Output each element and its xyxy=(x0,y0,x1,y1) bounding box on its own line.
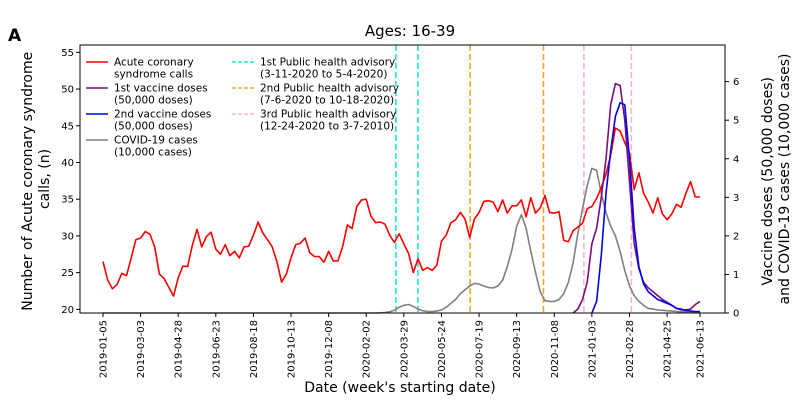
y-tick-label: 20 xyxy=(61,305,74,316)
legend-label-adv2: 2nd Public health advisory (7-6-2020 to 1… xyxy=(260,83,399,107)
x-axis-label: Date (week's starting date) xyxy=(304,380,496,396)
x-tick-label: 2020-07-19 xyxy=(475,320,486,378)
y-tick-label: 45 xyxy=(61,121,74,132)
legend-label-line: (12-24-2020 to 3-7-2010) xyxy=(260,121,394,133)
y2-tick-label: 0 xyxy=(733,309,739,320)
legend-label-line: 3rd Public health advisory xyxy=(260,109,396,121)
series-lines xyxy=(102,82,701,314)
x-tick-label: 2019-06-23 xyxy=(211,320,222,378)
panel-label: A xyxy=(8,26,22,46)
series-line-covid-19-cases-10-000-cases xyxy=(103,167,700,314)
y-tick-label: 40 xyxy=(61,158,74,169)
legend-label-line: 1st vaccine doses xyxy=(114,83,208,95)
legend-label-line: 2nd vaccine doses xyxy=(114,109,211,121)
y2-tick-label: 6 xyxy=(733,77,739,88)
y2-tick-label: 2 xyxy=(733,231,739,242)
legend-label-dose2: 2nd vaccine doses (50,000 doses) xyxy=(114,109,211,133)
y2-tick-label: 4 xyxy=(733,154,739,165)
y2-axis-label-line-2: and COVID-19 cases (10,000 cases) xyxy=(777,54,793,305)
x-tick-label: 2021-04-25 xyxy=(663,320,674,378)
y-tick-label: 25 xyxy=(61,268,74,279)
y-axis-left: 20 25 30 35 40 45 50 55 xyxy=(61,48,80,316)
x-axis: 2019-01-05 2019-03-03 2019-04-28 2019-06-23… xyxy=(99,313,707,378)
legend-label-line: 2nd Public health advisory xyxy=(260,83,399,95)
y2-tick-label: 1 xyxy=(733,270,739,281)
x-tick-label: 2019-04-28 xyxy=(174,320,185,378)
legend-label-acs: Acute coronary syndrome calls xyxy=(114,57,194,81)
legend-label-line: (3-11-2020 to 5-4-2020) xyxy=(260,69,387,81)
y-tick-label: 50 xyxy=(61,85,74,96)
y2-axis-label-line-1: Vaccine doses (50,000 doses) xyxy=(760,77,776,285)
x-tick-label: 2019-12-08 xyxy=(324,320,335,378)
y-axis-right: 0 1 2 3 4 5 6 xyxy=(725,77,739,320)
chart-title: Ages: 16-39 xyxy=(365,22,455,40)
legend-label-dose1: 1st vaccine doses (50,000 doses) xyxy=(114,83,208,107)
legend-label-line: (10,000 cases) xyxy=(114,147,192,159)
y-tick-label: 30 xyxy=(61,231,74,242)
advisory-lines xyxy=(395,45,633,313)
legend-label-line: (50,000 doses) xyxy=(114,121,193,133)
x-tick-label: 2019-01-05 xyxy=(99,320,110,378)
y-axis-label-line-2: calls, (n) xyxy=(37,149,53,209)
y2-tick-label: 5 xyxy=(733,116,739,127)
series-line-2nd-vaccine-doses-50-000-doses xyxy=(591,102,700,314)
x-tick-label: 2020-09-13 xyxy=(512,320,523,378)
x-tick-label: 2021-06-13 xyxy=(696,320,707,378)
x-tick-label: 2019-03-03 xyxy=(136,320,147,378)
legend-label-line: COVID-19 cases xyxy=(114,135,198,147)
x-tick-label: 2019-08-18 xyxy=(249,320,260,378)
y-tick-label: 35 xyxy=(61,195,74,206)
x-tick-label: 2021-01-03 xyxy=(587,320,598,378)
y-tick-label: 55 xyxy=(61,48,74,59)
y2-tick-label: 3 xyxy=(733,193,739,204)
series-line-1st-vaccine-doses-50-000-doses xyxy=(572,82,701,314)
legend-label-line: (50,000 doses) xyxy=(114,95,193,107)
legend-label-line: (7-6-2020 to 10-18-2020) xyxy=(260,95,394,107)
legend-label-adv3: 3rd Public health advisory (12-24-2020 to… xyxy=(260,109,396,133)
x-tick-label: 2020-02-02 xyxy=(362,320,373,378)
y-axis-label-left: Number of Acute coronary syndrome calls,… xyxy=(20,47,53,310)
plot-frame xyxy=(79,44,726,314)
series-line-acute-coronary-syndrome-calls xyxy=(102,127,700,297)
legend-label-adv1: 1st Public health advisory (3-11-2020 to … xyxy=(260,57,395,81)
y-axis-label-right: Vaccine doses (50,000 doses) and COVID-1… xyxy=(760,54,793,305)
x-tick-label: 2020-03-29 xyxy=(399,320,410,378)
x-tick-label: 2021-02-28 xyxy=(625,320,636,378)
x-tick-label: 2019-10-13 xyxy=(287,320,298,378)
x-tick-label: 2020-05-24 xyxy=(437,320,448,378)
x-tick-label: 2020-11-08 xyxy=(550,320,561,378)
legend-label-line: Acute coronary xyxy=(114,57,194,69)
y-axis-label-line-1: Number of Acute coronary syndrome xyxy=(20,52,36,311)
legend-label-covid: COVID-19 cases (10,000 cases) xyxy=(114,135,198,159)
legend-label-line: 1st Public health advisory xyxy=(260,57,395,69)
legend-label-line: syndrome calls xyxy=(114,69,193,81)
